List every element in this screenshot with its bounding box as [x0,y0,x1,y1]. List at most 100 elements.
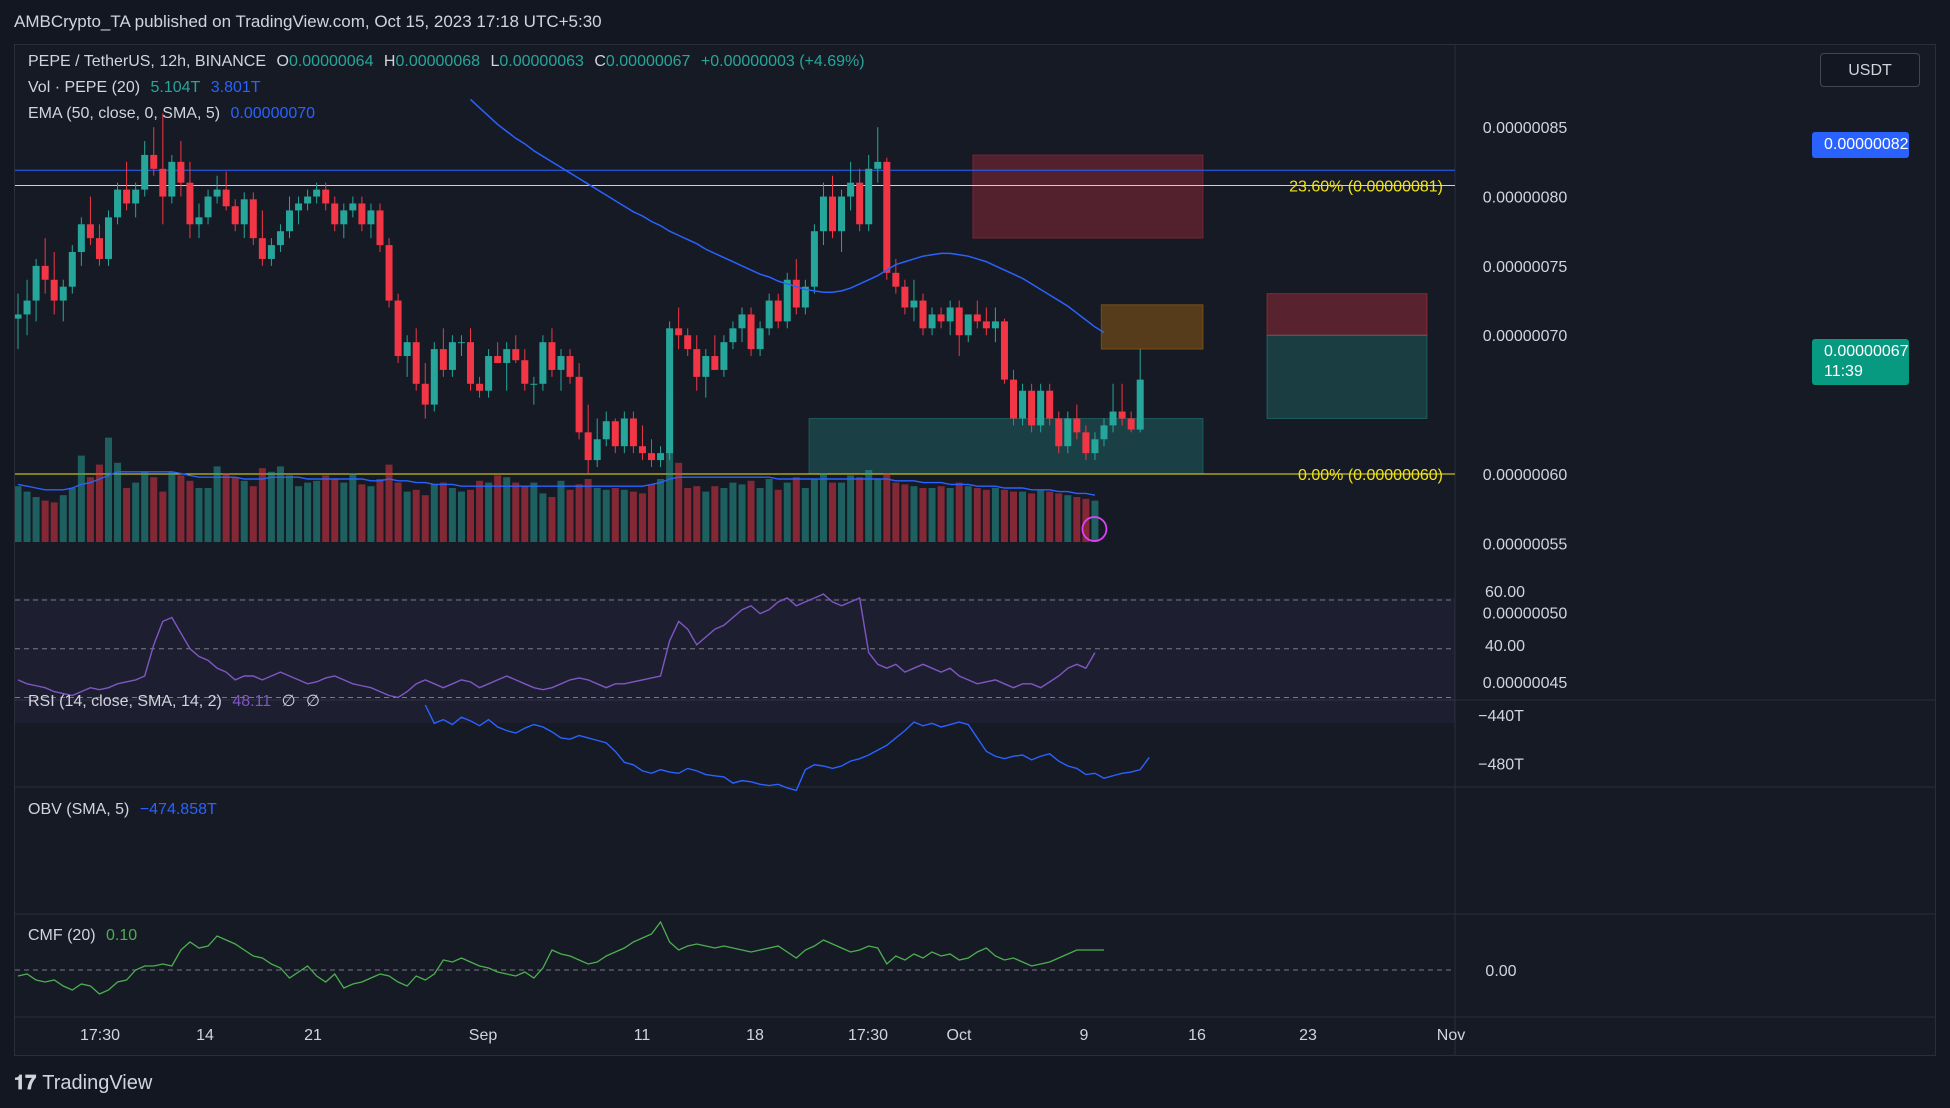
candle-body [276,231,284,246]
volume-bar [141,471,149,542]
volume-bar [204,488,212,542]
candle-body [973,314,981,322]
chart-canvas[interactable]: 23.60% (0.00000081) 0.00% (0.00000060) 0.0… [15,45,1935,1055]
rsi-label[interactable]: RSI (14, close, SMA, 14, 2) [28,693,222,710]
obv-label[interactable]: OBV (SMA, 5) [28,801,130,818]
volume-bar [1064,495,1072,542]
candle-body [258,238,266,259]
candle-body [856,182,864,225]
volume-bar [901,484,909,542]
volume-value: 5.104T [150,79,201,96]
cmf-line [17,920,1104,995]
volume-bar [557,480,565,542]
volume-bar [467,489,474,542]
candle-body [249,199,257,239]
obv-line [424,704,1150,792]
price-tick-label: 0.00000060 [1483,467,1568,484]
candle-body [602,421,610,440]
price-tick-label: 0.00000075 [1483,259,1568,276]
ema-value: 0.00000070 [230,105,316,122]
candle-body [132,189,140,204]
rsi-legend: RSI (14, close, SMA, 14, 2) 48.11 ∅ ∅ [28,691,326,711]
candle-body [584,432,592,461]
supply-zone [972,154,1204,239]
volume-bar [50,502,58,542]
candle-body [150,154,158,169]
candle-body [1073,418,1081,433]
volume-bar [394,482,402,542]
rsi-tick-label: 60.00 [1485,584,1525,601]
candle-body [530,383,538,385]
price-tick-label: 0.00000070 [1483,328,1568,345]
volume-bar [602,489,610,542]
candle-body [240,199,248,225]
volume-bar [548,497,556,542]
candle-body [982,321,990,329]
candle-body [394,300,402,357]
candle-body [638,446,646,454]
candle-body [41,265,49,280]
candle-body [783,279,791,322]
fvg-zone [1100,304,1204,350]
volume-bar [168,471,176,542]
tv-brand-name: TradingView [42,1072,153,1094]
volume-bar [68,488,76,542]
cmf-value: 0.10 [106,927,138,944]
footer: 𝟏𝟕 TradingView [0,1056,1950,1108]
candle-body [304,196,312,204]
candle-body [946,307,954,322]
tradingview-logo[interactable]: 𝟏𝟕 TradingView [14,1072,152,1095]
volume-bar [856,477,864,542]
volume-bar [485,482,493,542]
candle-body [910,300,918,308]
volume-label[interactable]: Vol · PEPE (20) [28,79,141,96]
candle-body [729,328,737,343]
candle-body [738,314,746,329]
volume-bar [883,473,891,542]
cmf-legend: CMF (20) 0.10 [28,927,143,945]
top-bar: AMBCrypto_TA published on TradingView.co… [0,0,1950,44]
volume-bar [503,477,511,542]
candle-body [476,383,484,391]
candle-body [765,300,773,329]
volume-bar [774,489,782,542]
volume-bar [159,491,167,542]
cmf-tick-label: 0.00 [1485,963,1516,980]
candle-body [829,196,836,232]
tv-logo-icon: 𝟏𝟕 [14,1072,37,1094]
volume-bar [421,495,429,542]
symbol-label[interactable]: PEPE / TetherUS, 12h, BINANCE [28,53,267,70]
candle-body [575,376,583,433]
volume-bar [629,491,637,542]
ema-label[interactable]: EMA (50, close, 0, SMA, 5) [28,105,221,122]
currency-button[interactable]: USDT [1820,53,1920,87]
volume-bar [476,480,484,542]
candle-body [747,314,755,350]
cmf-label[interactable]: CMF (20) [28,927,96,944]
volume-bar [937,486,945,542]
volume-bar [376,479,384,542]
candle-body [15,314,22,319]
chart-area[interactable]: 23.60% (0.00000081) 0.00% (0.00000060) 0.0… [14,44,1936,1056]
volume-bar [231,477,239,542]
candle-body [666,328,674,454]
volume-bar [430,484,438,542]
volume-bar [946,488,954,542]
volume-bar [638,493,646,542]
price-tick-label: 0.00000050 [1483,606,1568,623]
volume-bar [521,486,529,542]
last-price-label: 0.00000067 11:39 [1812,339,1909,385]
candle-body [1000,321,1008,380]
volume-bar [684,488,692,542]
time-tick-label: 16 [1188,1027,1206,1044]
volume-bar [783,482,791,542]
volume-bar [512,482,520,542]
volume-bar [367,486,375,542]
candle-body [376,210,384,246]
candle-body [1136,379,1144,430]
volume-bar [403,491,411,542]
candle-body [448,342,456,370]
candle-body [467,342,474,384]
candle-body [32,265,40,301]
time-tick-label: 17:30 [80,1027,120,1044]
